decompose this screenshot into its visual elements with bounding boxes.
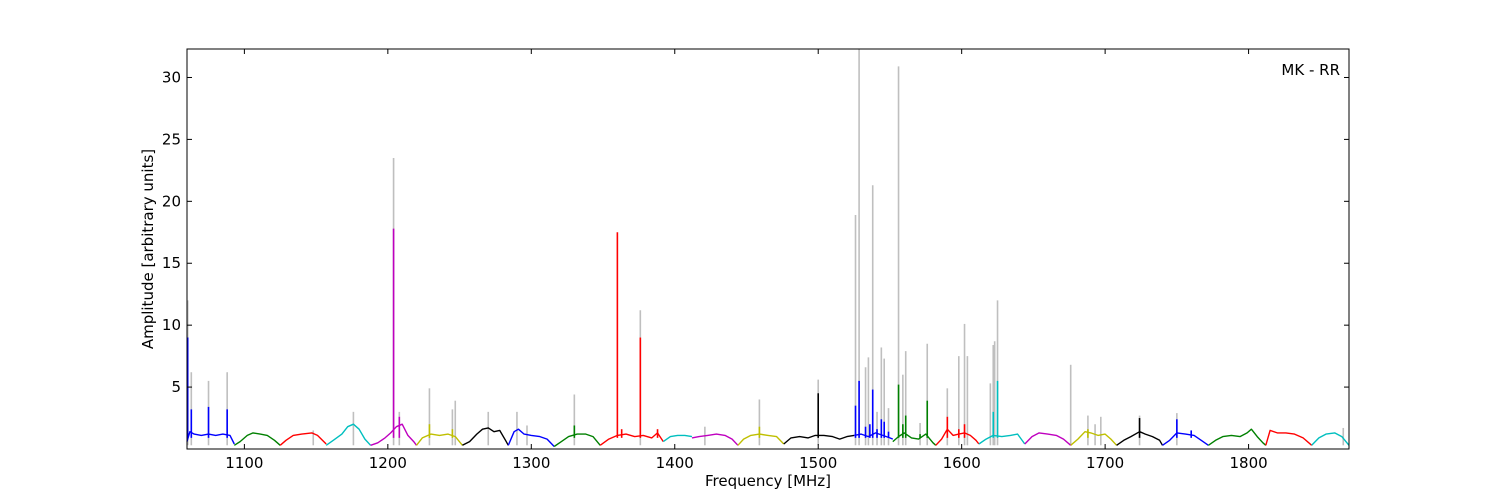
- y-axis-label: Amplitude [arbitrary units]: [139, 149, 157, 349]
- band-curve: [737, 433, 785, 446]
- band-curve: [462, 427, 509, 446]
- series-layer: [186, 228, 1350, 448]
- y-tick-label: 25: [162, 130, 181, 148]
- band-segment: [853, 380, 894, 440]
- band-segment: [892, 384, 937, 446]
- band-curve: [599, 432, 664, 446]
- band-segment: [553, 425, 601, 448]
- x-tick-label: 1300: [512, 454, 550, 472]
- band-curve: [662, 434, 693, 443]
- y-tick-label: 30: [162, 68, 181, 86]
- band-segment: [1311, 432, 1350, 446]
- band-curve: [279, 432, 327, 446]
- band-curve: [978, 433, 1026, 445]
- band-segment: [1116, 418, 1164, 446]
- band-segment: [1162, 419, 1209, 446]
- band-curve: [233, 432, 281, 446]
- raw-spectrum-layer: [186, 49, 1345, 446]
- x-tick-label: 1800: [1229, 454, 1267, 472]
- band-curve: [1024, 432, 1072, 446]
- band-curve: [1162, 432, 1209, 446]
- band-segment: [1024, 432, 1072, 446]
- x-tick-label: 1500: [799, 454, 837, 472]
- band-segment: [233, 432, 281, 446]
- band-segment: [599, 232, 664, 446]
- band-segment: [325, 423, 372, 446]
- band-curve: [783, 434, 855, 445]
- band-segment: [415, 424, 463, 446]
- band-curve: [691, 433, 739, 446]
- x-axis-label: Frequency [MHz]: [705, 472, 831, 490]
- band-segment: [1265, 429, 1313, 446]
- band-curve: [553, 433, 601, 448]
- axis-ticks: 1100 1200 1300 1400 1500 1600 1700 1800 5 10 15 20 2…: [162, 49, 1349, 472]
- x-tick-label: 1100: [225, 454, 263, 472]
- band-segment: [783, 393, 855, 445]
- band-curve: [1311, 432, 1350, 446]
- band-segment: [370, 228, 418, 446]
- band-curve: [1116, 431, 1164, 446]
- band-curve: [1208, 428, 1267, 446]
- band-segment: [662, 434, 693, 443]
- band-segment: [691, 433, 739, 446]
- x-tick-label: 1200: [369, 454, 407, 472]
- band-segment: [1208, 428, 1267, 446]
- band-curve: [1265, 429, 1313, 446]
- band-segment: [978, 380, 1026, 445]
- band-curve: [853, 432, 894, 440]
- band-segment: [737, 426, 785, 446]
- y-tick-label: 15: [162, 254, 181, 272]
- y-tick-label: 10: [162, 316, 181, 334]
- band-segment: [462, 427, 509, 446]
- band-curve: [415, 433, 463, 446]
- band-segment: [935, 416, 980, 446]
- x-tick-label: 1700: [1086, 454, 1124, 472]
- plot-frame: [186, 48, 1350, 450]
- band-curve: [325, 423, 372, 446]
- band-curve: [1070, 431, 1118, 446]
- x-tick-label: 1600: [943, 454, 981, 472]
- band-segment: [507, 428, 555, 447]
- band-segment: [279, 432, 327, 446]
- band-curve: [935, 428, 980, 446]
- band-segment: [1070, 429, 1118, 446]
- y-tick-label: 5: [171, 378, 181, 396]
- y-tick-label: 20: [162, 192, 181, 210]
- x-tick-label: 1400: [656, 454, 694, 472]
- band-segment: [186, 337, 235, 445]
- plot-annotation: MK - RR: [1281, 61, 1340, 79]
- band-curve: [892, 432, 937, 446]
- band-curve: [370, 423, 418, 446]
- band-curve: [507, 428, 555, 447]
